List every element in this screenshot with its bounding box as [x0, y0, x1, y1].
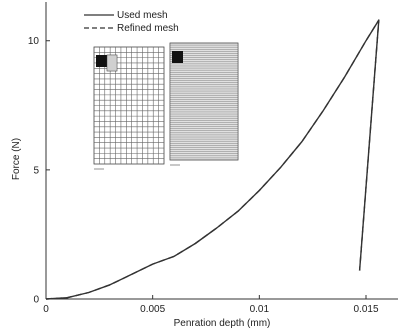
x-tick-label: 0.015	[353, 304, 378, 315]
indenter-block	[96, 55, 107, 67]
x-tick-label: 0.01	[250, 304, 270, 315]
series-line-refined-mesh	[45, 19, 380, 300]
x-axis-title: Penration depth (mm)	[174, 318, 271, 329]
y-tick-label: 5	[33, 165, 39, 176]
y-tick-label: 0	[33, 295, 39, 306]
y-tick-label: 10	[28, 36, 40, 47]
legend: Used mesh Refined mesh	[84, 10, 179, 34]
ticks-layer: 0 0.005 0.01 0.015 0 5 10	[28, 36, 379, 315]
legend-label-refined-mesh: Refined mesh	[117, 23, 179, 34]
mesh-insets	[93, 42, 239, 170]
x-tick-label: 0	[43, 304, 49, 315]
mesh-inset-coarse-mesh	[93, 46, 165, 170]
indenter-block	[172, 51, 183, 63]
x-tick-label: 0.005	[140, 304, 165, 315]
series-layer	[45, 19, 380, 300]
mesh-inset-fine-mesh	[169, 42, 239, 166]
legend-label-used-mesh: Used mesh	[117, 10, 168, 21]
y-axis-title: Force (N)	[11, 138, 22, 180]
